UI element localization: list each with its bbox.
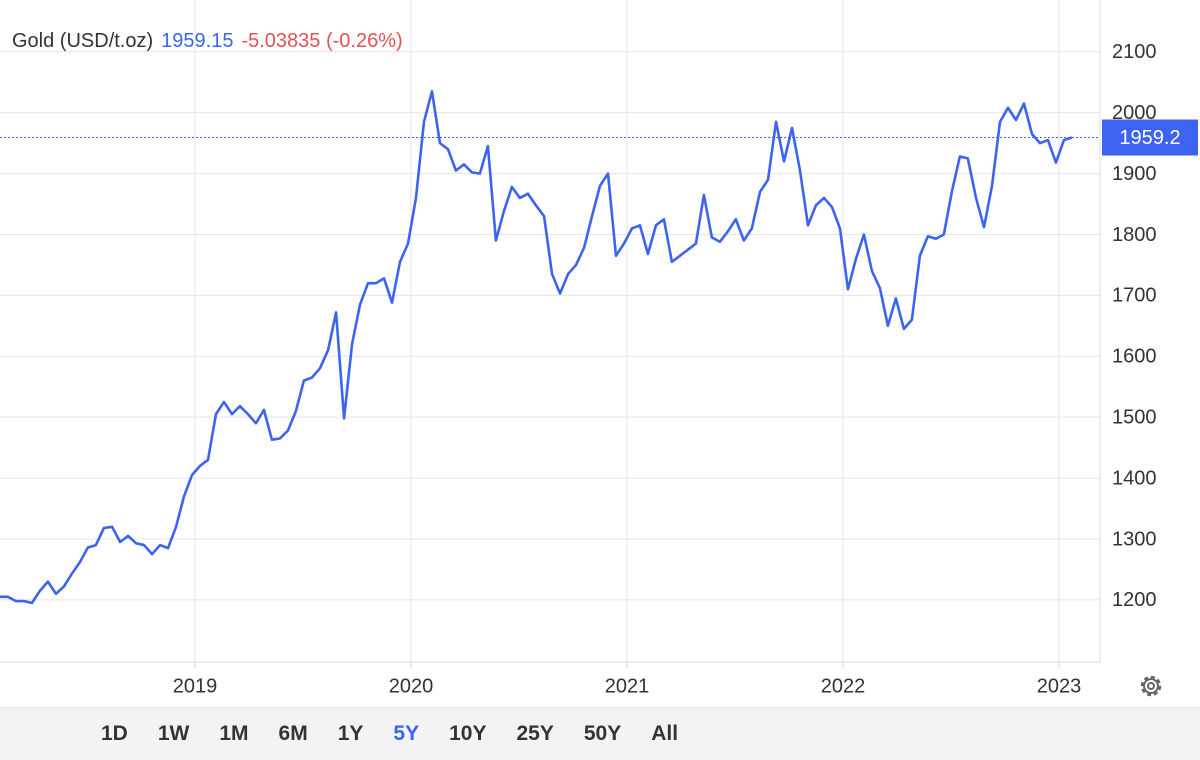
current-value-tag bbox=[1102, 119, 1198, 156]
chart: 1200 1300 1400 1500 1600 1700 1800 1900 2000 2100… bbox=[0, 0, 1198, 697]
x-tick-label: 2019 bbox=[173, 675, 218, 697]
range-bar: 1D 1W 1M 6M 1Y 5Y 10Y 25Y 50Y All bbox=[0, 707, 1200, 760]
range-button[interactable]: 25Y bbox=[516, 722, 554, 745]
price-change: -5.03835 (-0.26%) bbox=[241, 30, 403, 52]
range-button[interactable]: 6M bbox=[278, 722, 308, 745]
range-button[interactable]: 1W bbox=[157, 722, 190, 745]
range-button[interactable]: All bbox=[651, 722, 679, 745]
x-tick-label: 2021 bbox=[605, 675, 650, 697]
y-tick-label: 1700 bbox=[1112, 285, 1157, 307]
y-tick-label: 1900 bbox=[1112, 163, 1157, 185]
range-button[interactable]: 1D bbox=[101, 722, 128, 745]
range-button[interactable]: 1M bbox=[219, 722, 249, 745]
current-value-label: 1959.2 bbox=[1119, 127, 1180, 149]
settings-icon-ring bbox=[1143, 678, 1159, 694]
settings-icon-hole bbox=[1147, 682, 1155, 690]
range-button[interactable]: 50Y bbox=[583, 722, 622, 745]
y-tick-label: 2000 bbox=[1112, 102, 1157, 124]
x-tick-label: 2022 bbox=[821, 675, 866, 697]
y-tick-label: 1600 bbox=[1112, 346, 1157, 368]
price: 1959.15 bbox=[161, 30, 234, 52]
y-tick-label: 2100 bbox=[1112, 41, 1157, 63]
settings-icon[interactable] bbox=[1140, 675, 1162, 697]
settings-icon-outer bbox=[1140, 675, 1162, 697]
y-tick-label: 1800 bbox=[1112, 224, 1157, 246]
range-button[interactable]: 5Y bbox=[393, 722, 420, 745]
x-tick-label: 2023 bbox=[1037, 675, 1082, 697]
range-button[interactable]: 1Y bbox=[337, 722, 364, 745]
x-tick-label: 2020 bbox=[389, 675, 434, 697]
y-tick-label: 1400 bbox=[1112, 467, 1157, 489]
y-tick-label: 1500 bbox=[1112, 406, 1157, 428]
header: Gold (USD/t.oz) 1959.15 -5.03835 (-0.26%) bbox=[12, 30, 411, 53]
range-button[interactable]: 10Y bbox=[449, 722, 487, 745]
instrument-name: Gold (USD/t.oz) bbox=[12, 30, 154, 52]
y-tick-label: 1200 bbox=[1112, 589, 1157, 611]
y-tick-label: 1300 bbox=[1112, 528, 1157, 550]
price-line bbox=[0, 90, 1073, 605]
